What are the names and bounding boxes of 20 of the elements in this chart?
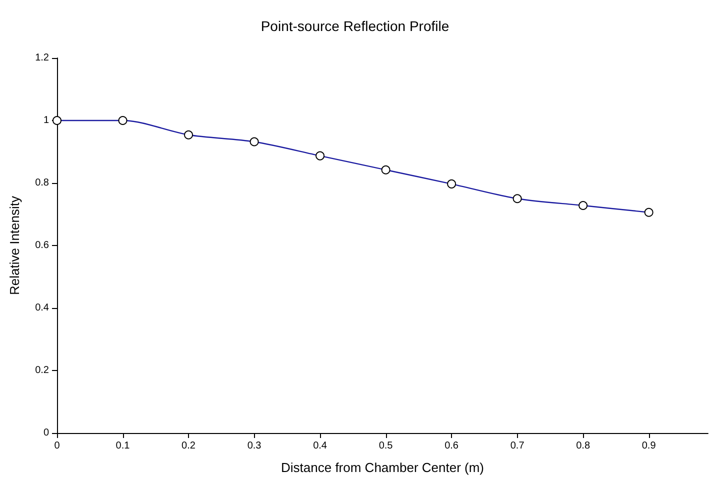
y-tick-label: 0.6: [35, 240, 50, 251]
x-tick-label: 0: [54, 440, 60, 452]
y-tick-label: 0: [43, 428, 50, 438]
chart-title: Point-source Reflection Profile: [260, 18, 450, 34]
x-tick-label: 0.1: [116, 440, 130, 452]
x-tick-label: 0.8: [576, 440, 590, 452]
x-tick-label: 0.2: [182, 440, 196, 452]
y-tick-label: 0.2: [35, 365, 50, 376]
x-tick-label: 0.6: [444, 440, 459, 452]
x-tick-label: 0.5: [378, 440, 394, 452]
y-tick-label: 1.2: [35, 52, 50, 64]
x-tick-label: 0.9: [642, 440, 656, 452]
x-tick-label: 0.3: [247, 440, 262, 452]
y-axis-title: Relative Intensity: [7, 196, 22, 295]
x-axis-title: Distance from Chamber Center (m): [281, 460, 484, 475]
x-tick-label: 0.4: [313, 440, 328, 452]
x-tick-label: 0.7: [510, 440, 525, 452]
y-tick-label: 1: [43, 115, 50, 126]
y-tick-label: 0.8: [35, 178, 50, 188]
y-tick-label: 0.4: [35, 302, 50, 314]
